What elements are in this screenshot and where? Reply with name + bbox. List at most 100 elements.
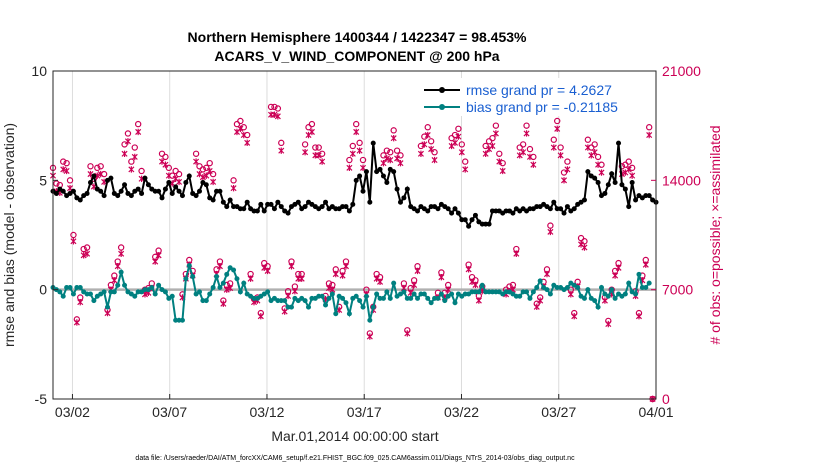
assimilated-obs-point — [346, 164, 353, 172]
bias-point — [241, 280, 247, 286]
assimilated-obs-point — [377, 278, 384, 286]
possible-obs-point — [458, 141, 466, 148]
assimilated-obs-point — [537, 297, 544, 304]
assimilated-obs-point — [411, 281, 418, 289]
possible-obs-point — [550, 136, 557, 143]
assimilated-obs-point — [319, 158, 326, 165]
assimilated-obs-point — [451, 139, 459, 147]
bias-point — [288, 304, 294, 310]
bias-point — [101, 289, 107, 295]
assimilated-obs-point — [332, 270, 339, 278]
assimilated-obs-point — [438, 273, 445, 281]
bias-point — [319, 293, 325, 299]
bias-point — [517, 293, 523, 299]
rmse-point — [118, 188, 124, 194]
rmse-point — [401, 195, 407, 201]
assimilated-obs-point — [584, 144, 591, 151]
assimilated-obs-point — [124, 138, 131, 145]
rmse-point — [384, 180, 390, 186]
assimilated-obs-point — [499, 167, 506, 175]
bias-point — [346, 311, 352, 317]
data-file-footer: data file: /Users/raeder/DAI/ATM_forcXX/… — [135, 455, 575, 462]
rmse-point — [244, 199, 250, 205]
rmse-point — [646, 193, 652, 199]
assimilated-obs-point — [339, 272, 346, 279]
plot-area — [49, 103, 659, 403]
assimilated-obs-point — [216, 263, 223, 270]
assimilated-obs-point — [162, 161, 169, 168]
bias-point — [598, 284, 604, 290]
legend-bias-marker — [439, 104, 445, 110]
rmse-point — [176, 188, 182, 194]
possible-obs-point — [594, 153, 602, 161]
assimilated-obs-point — [118, 250, 125, 257]
rmse-point — [128, 193, 134, 199]
x-tick-label: 03/27 — [541, 404, 576, 420]
assimilated-obs-point — [520, 149, 527, 156]
rmse-point — [564, 204, 570, 210]
assimilated-obs-point — [274, 113, 281, 120]
bias-point — [122, 282, 128, 288]
assimilated-obs-point — [70, 238, 77, 245]
assimilated-obs-point — [554, 125, 561, 132]
assimilated-obs-point — [131, 153, 138, 161]
possible-obs-point — [80, 245, 87, 253]
possible-obs-point — [359, 156, 367, 164]
bias-point — [149, 284, 155, 290]
bias-point — [190, 274, 196, 280]
bias-point — [186, 263, 192, 269]
assimilated-obs-point — [257, 313, 264, 320]
assimilated-obs-point — [397, 159, 404, 167]
rmse-point — [605, 182, 611, 188]
rmse-point — [319, 204, 325, 210]
possible-obs-point — [267, 103, 275, 111]
x-tick-label: 04/01 — [638, 404, 673, 420]
bias-point — [408, 295, 414, 301]
bias-point — [476, 289, 482, 295]
assimilated-obs-point — [605, 320, 612, 328]
bias-point — [207, 291, 213, 297]
assimilated-obs-point — [298, 275, 305, 282]
possible-obs-point — [645, 124, 653, 131]
assimilated-obs-point — [595, 161, 602, 168]
y-tick-label: 0 — [39, 282, 47, 298]
bias-point — [564, 284, 570, 290]
rmse-point — [193, 193, 199, 199]
bias-point — [530, 289, 536, 295]
bias-point — [302, 298, 308, 304]
possible-obs-point — [131, 144, 138, 151]
rmse-point — [186, 173, 192, 179]
assimilated-obs-point — [366, 333, 373, 340]
assimilated-obs-point — [646, 131, 653, 139]
bias-point — [479, 282, 485, 288]
assimilated-obs-point — [642, 261, 649, 268]
assimilated-obs-point — [492, 130, 499, 137]
rmse-point — [558, 206, 564, 212]
x-tick-label: 03/22 — [444, 404, 479, 420]
possible-obs-point — [431, 149, 438, 156]
possible-obs-point — [482, 142, 489, 150]
assimilated-obs-point — [526, 153, 533, 161]
rmse-point — [135, 186, 141, 192]
possible-obs-point — [387, 149, 394, 156]
bias-point — [217, 284, 223, 290]
rmse-point — [561, 210, 567, 216]
assimilated-obs-point — [625, 166, 632, 173]
rmse-point — [380, 173, 386, 179]
rmse-point — [616, 140, 622, 146]
bias-point — [428, 300, 434, 306]
assimilated-obs-point — [206, 167, 213, 175]
assimilated-obs-point — [428, 145, 435, 153]
x-tick-label: 03/12 — [249, 404, 284, 420]
bias-point — [115, 282, 121, 288]
plot-frame — [52, 70, 657, 400]
possible-obs-point — [397, 152, 404, 159]
y2-tick-label: 0 — [662, 391, 670, 407]
bias-point — [384, 289, 390, 295]
possible-obs-point — [134, 120, 142, 128]
rmse-point — [87, 180, 93, 186]
bias-point — [91, 298, 97, 304]
bias-point — [415, 295, 421, 301]
rmse-point — [595, 180, 601, 186]
